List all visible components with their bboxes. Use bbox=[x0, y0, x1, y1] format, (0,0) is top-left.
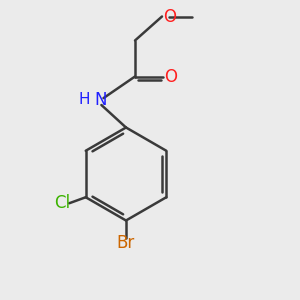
Text: Cl: Cl bbox=[54, 194, 70, 212]
Text: O: O bbox=[163, 8, 176, 26]
Text: Br: Br bbox=[117, 234, 135, 252]
Text: O: O bbox=[164, 68, 177, 85]
Text: N: N bbox=[94, 91, 107, 109]
Text: H: H bbox=[79, 92, 90, 107]
